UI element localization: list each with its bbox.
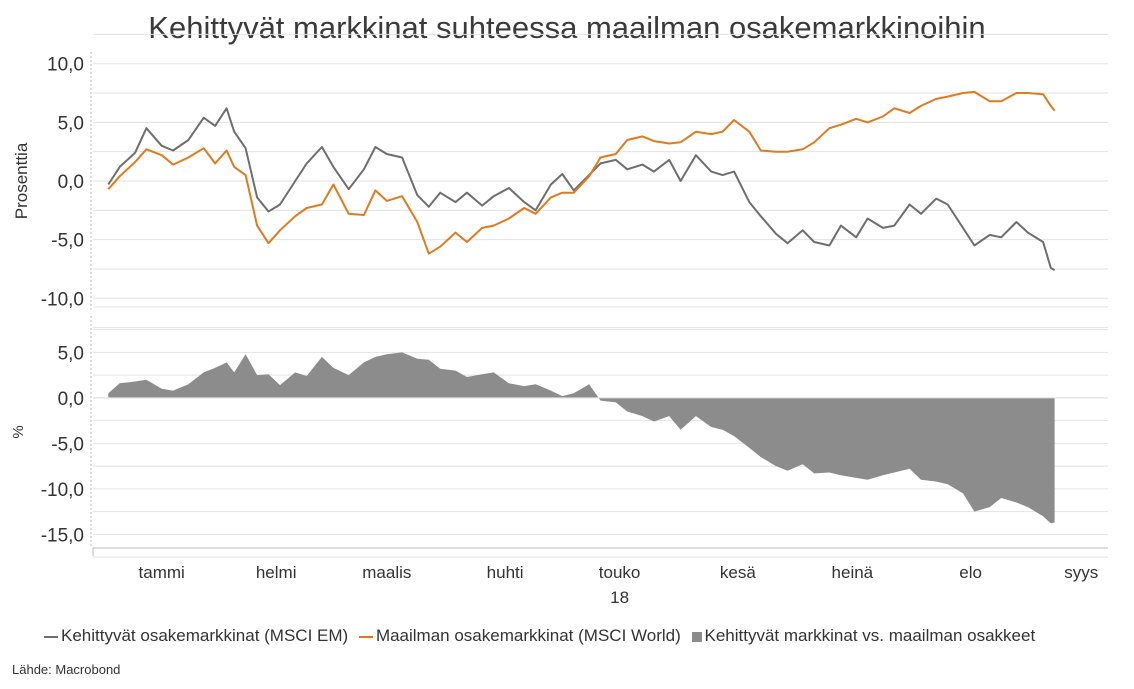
upper-y-tick-label: -10,0 (41, 289, 84, 310)
labels-layer: 10,0 5,0 0,0 -5,0 -10,0 5,0 0,0 -5,0 -10,0 -15,0 P… (10, 55, 1098, 607)
upper-y-tick-label: 0,0 (58, 172, 84, 193)
lower-y-tick-label: -5,0 (51, 434, 84, 455)
lower-y-tick-label: -15,0 (41, 525, 84, 546)
legend-label-diff: Kehittyvät markkinat vs. maailman osakke… (704, 626, 1036, 645)
world-index-line (107, 90, 1056, 255)
lower-y-tick-label: 0,0 (58, 389, 84, 410)
difference-area (108, 352, 1055, 524)
index-lines-layer (107, 90, 1056, 271)
x-month-label: touko (599, 563, 641, 582)
upper-y-tick-label: 10,0 (47, 55, 84, 76)
x-year-label: 18 (610, 588, 629, 607)
x-month-label: heinä (832, 563, 874, 582)
em-index-line (107, 107, 1056, 271)
x-month-label: helmi (256, 563, 297, 582)
legend-swatch-world (358, 635, 373, 638)
lower-y-axis-title: % (10, 425, 27, 438)
source-note: Lähde: Macrobond (12, 662, 121, 677)
chart-canvas: 10,0 5,0 0,0 -5,0 -10,0 5,0 0,0 -5,0 -10,0 -15,0 P… (10, 33, 1108, 607)
axes-layer (90, 52, 1108, 556)
upper-y-tick-label: 5,0 (58, 113, 84, 134)
difference-area-layer (93, 352, 1108, 524)
legend: Kehittyvät osakemarkkinat (MSCI EM) Maai… (44, 626, 1041, 646)
legend-item-world: Maailman osakemarkkinat (MSCI World) (358, 626, 681, 646)
legend-label-world: Maailman osakemarkkinat (MSCI World) (375, 626, 681, 645)
upper-y-tick-label: -5,0 (51, 231, 84, 252)
legend-item-diff: Kehittyvät markkinat vs. maailman osakke… (691, 626, 1036, 646)
lower-y-tick-label: -10,0 (41, 480, 84, 501)
x-month-label: maalis (362, 563, 411, 582)
lower-y-tick-label: 5,0 (58, 343, 84, 364)
x-month-label: kesä (720, 563, 756, 582)
upper-y-axis-title: Prosenttia (12, 142, 31, 219)
x-month-label: huhti (487, 563, 524, 582)
legend-swatch-em (44, 635, 58, 638)
x-month-label: syys (1064, 563, 1098, 582)
upper-panel-grid (93, 33, 1108, 329)
legend-item-em: Kehittyvät osakemarkkinat (MSCI EM) (44, 626, 348, 646)
x-month-label: elo (959, 563, 982, 582)
legend-label-em: Kehittyvät osakemarkkinat (MSCI EM) (61, 626, 349, 645)
chart-title: Kehittyvät markkinat suhteessa maailman … (148, 10, 986, 45)
legend-swatch-diff (691, 631, 702, 642)
x-month-label: tammi (139, 563, 185, 582)
